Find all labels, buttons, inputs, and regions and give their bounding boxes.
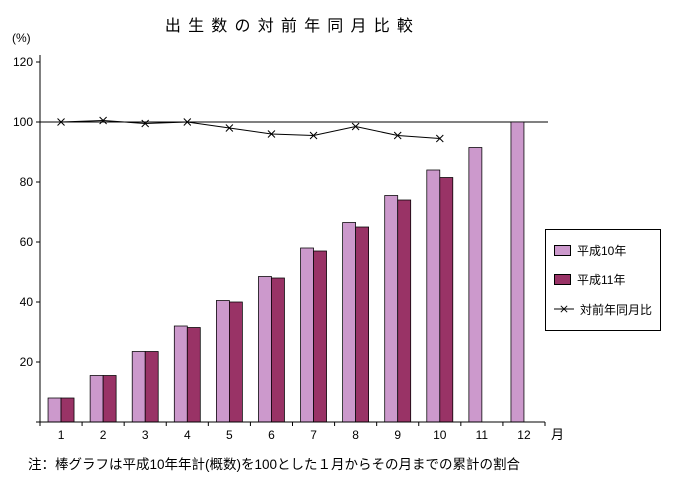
legend-label-trend: 対前年同月比 xyxy=(579,302,652,317)
bar-h10-m11 xyxy=(468,147,483,423)
legend-swatch-h10-icon xyxy=(554,245,571,257)
bar-h11-m6 xyxy=(271,277,285,423)
x-tick-label-7: 7 xyxy=(310,428,317,442)
trend-line-marker-icon xyxy=(554,305,574,313)
legend-item-h10: 平成10年 xyxy=(554,242,652,259)
x-tick-label-5: 5 xyxy=(226,428,233,442)
bar-h10-m5 xyxy=(216,300,230,423)
bar-h10-m6 xyxy=(258,276,272,423)
trend-marker-m4 xyxy=(183,118,192,126)
legend-item-trend: 対前年同月比 xyxy=(554,301,652,318)
x-tick-label-6: 6 xyxy=(268,428,275,442)
bar-h11-m10 xyxy=(439,177,454,423)
x-tick-label-4: 4 xyxy=(184,428,191,442)
y-tick-label-60: 60 xyxy=(20,235,34,249)
trend-marker-m5 xyxy=(225,124,234,132)
bar-h10-m10 xyxy=(426,169,441,423)
bar-h11-m1 xyxy=(60,397,75,423)
trend-marker-m2 xyxy=(99,116,107,125)
x-tick-label-8: 8 xyxy=(352,428,359,442)
bar-h10-m2 xyxy=(89,375,104,423)
y-tick-label-120: 120 xyxy=(13,55,33,69)
x-tick-label-10: 10 xyxy=(433,428,447,442)
bar-h10-m8 xyxy=(342,222,356,423)
chart-legend: 平成10年 平成11年 対前年同月比 xyxy=(545,229,661,331)
x-tick-label-9: 9 xyxy=(394,428,401,442)
bar-h11-m7 xyxy=(313,250,327,423)
x-axis-unit-label: 月 xyxy=(551,427,565,442)
bar-h11-m4 xyxy=(186,327,201,423)
bar-h10-m3 xyxy=(131,351,146,423)
bar-h10-m12 xyxy=(510,121,525,423)
y-tick-label-100: 100 xyxy=(13,115,33,129)
legend-item-h11: 平成11年 xyxy=(554,271,652,288)
y-axis-unit-label: (%) xyxy=(12,31,31,45)
y-tick-label-20: 20 xyxy=(20,355,34,369)
y-tick-label-40: 40 xyxy=(20,295,34,309)
legend-swatch-h11-icon xyxy=(554,274,571,286)
x-tick-label-3: 3 xyxy=(142,428,149,442)
bar-h11-m5 xyxy=(229,301,243,423)
bar-h10-m9 xyxy=(384,195,399,423)
legend-label-h11: 平成11年 xyxy=(577,273,626,288)
x-tick-label-11: 11 xyxy=(476,428,489,442)
trend-marker-m9 xyxy=(393,131,402,140)
chart-title: 出生数の対前年同月比較 xyxy=(164,18,421,35)
trend-line xyxy=(61,119,440,139)
x-tick-label-2: 2 xyxy=(100,428,107,442)
bar-h10-m4 xyxy=(173,325,188,423)
bar-h11-m8 xyxy=(355,226,369,423)
bar-h10-m7 xyxy=(300,247,314,423)
bar-h11-m3 xyxy=(144,351,159,423)
x-tick-label-1: 1 xyxy=(58,428,65,442)
y-tick-label-80: 80 xyxy=(20,175,34,189)
trend-marker-m10 xyxy=(435,134,444,143)
legend-label-h10: 平成10年 xyxy=(577,244,627,259)
x-tick-label-12: 12 xyxy=(517,428,531,442)
trend-marker-m3 xyxy=(141,119,150,128)
trend-marker-m6 xyxy=(267,130,276,138)
footnote: 注：棒グラフは平成10年年計(概数)を100とした１月からその月までの累計の割合 xyxy=(28,457,521,472)
bar-h10-m1 xyxy=(47,397,62,423)
bar-h11-m2 xyxy=(102,375,117,423)
trend-marker-m8 xyxy=(351,122,360,131)
bar-h11-m9 xyxy=(397,199,412,423)
trend-marker-m1 xyxy=(57,118,65,126)
trend-marker-m7 xyxy=(309,131,318,140)
